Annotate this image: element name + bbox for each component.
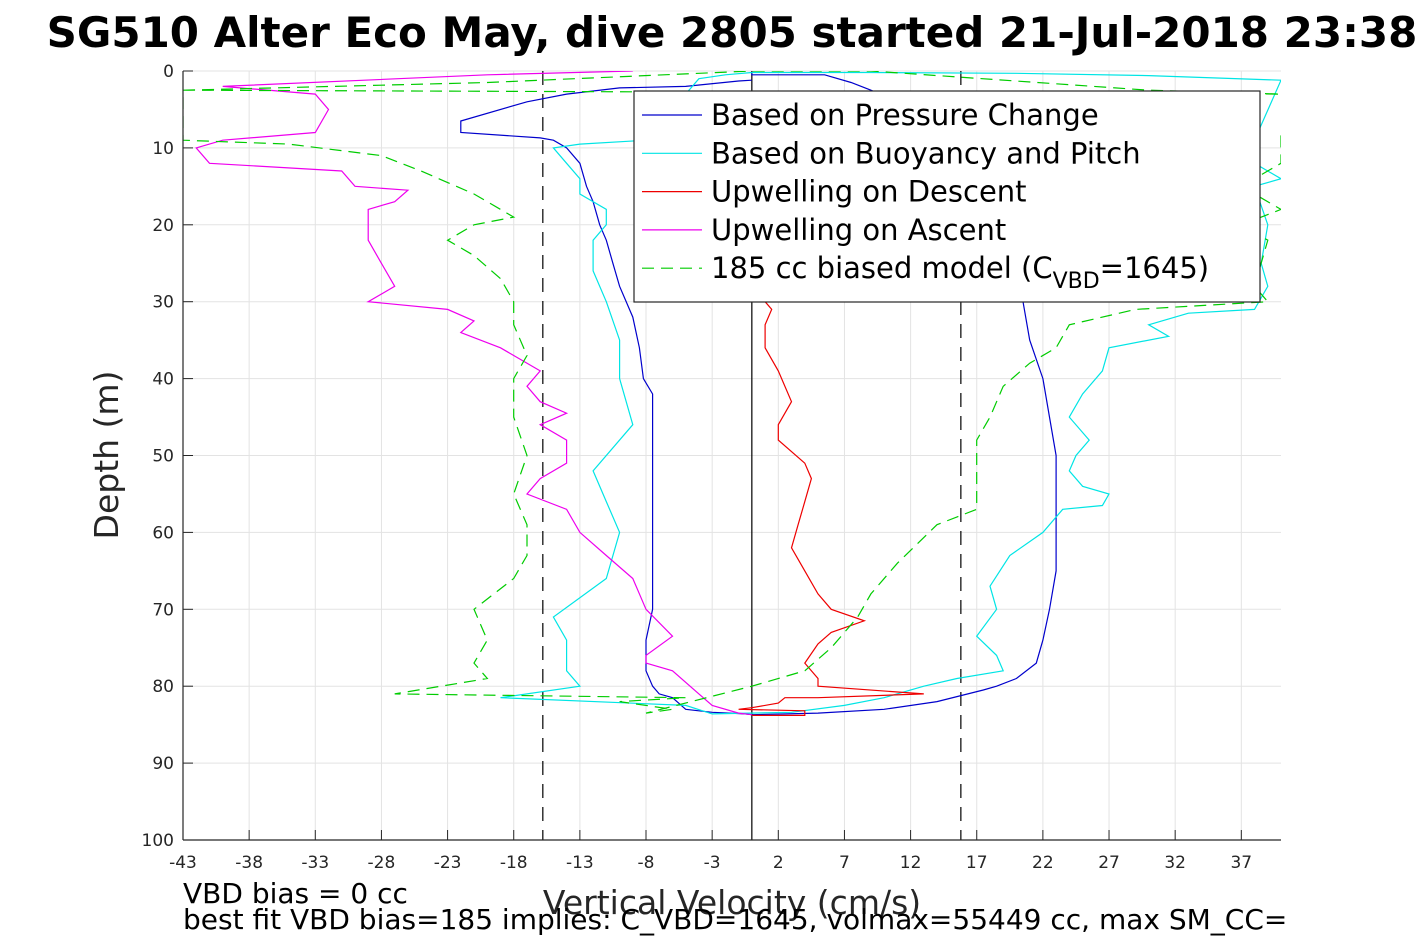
x-tick-label-10: 7 [839,853,850,873]
x-tick-label-16: 37 [1230,853,1252,873]
legend-label-4: 185 cc biased model (CVBD=1645) [711,251,1209,294]
x-tick-label-14: 27 [1098,853,1120,873]
y-tick-label-1: 10 [152,139,174,159]
series-line-2 [738,301,924,717]
y-tick-label-7: 70 [152,600,174,620]
x-axis-label: Vertical Velocity (cm/s) [543,883,921,922]
legend-label-1: Based on Buoyancy and Pitch [711,136,1141,170]
x-tick-label-5: -18 [500,853,528,873]
footer-best-fit: best fit VBD bias=185 implies: C_VBD=164… [183,903,1287,936]
y-tick-label-3: 30 [152,293,174,313]
x-tick-label-0: -43 [169,853,197,873]
y-tick-label-8: 80 [152,677,174,697]
y-tick-label-10: 100 [142,831,174,851]
chart-title: SG510 Alter Eco May, dive 2805 started 2… [47,8,1417,57]
x-tick-label-11: 12 [900,853,922,873]
y-tick-label-6: 60 [152,523,174,543]
legend: Based on Pressure Change Based on Buoyanc… [633,90,1261,303]
y-tick-label-9: 90 [152,754,174,774]
x-tick-label-12: 17 [966,853,988,873]
x-tick-label-4: -23 [434,853,462,873]
footer-vbd-bias: VBD bias = 0 cc [183,877,408,910]
series-line-3 [195,71,752,716]
x-tick-label-6: -13 [566,853,594,873]
y-tick-label-2: 20 [152,216,174,236]
x-tick-label-2: -33 [301,853,329,873]
series-line-1 [500,71,1281,715]
y-axis-label: Depth (m) [87,371,126,540]
x-tick-label-3: -28 [368,853,396,873]
legend-label-0: Based on Pressure Change [711,98,1099,132]
y-tick-label-5: 50 [152,447,174,467]
x-tick-label-7: -8 [638,853,655,873]
legend-label-2: Upwelling on Descent [711,175,1027,209]
legend-label-3: Upwelling on Ascent [711,213,1006,247]
x-tick-label-15: 32 [1164,853,1186,873]
y-tick-label-0: 0 [163,62,174,82]
legend-box [633,90,1261,303]
x-tick-label-13: 22 [1032,853,1054,873]
series-line-4 [183,71,1281,714]
x-tick-label-8: -3 [704,853,721,873]
x-tick-label-1: -38 [235,853,263,873]
y-tick-label-4: 40 [152,370,174,390]
x-tick-label-9: 2 [773,853,784,873]
